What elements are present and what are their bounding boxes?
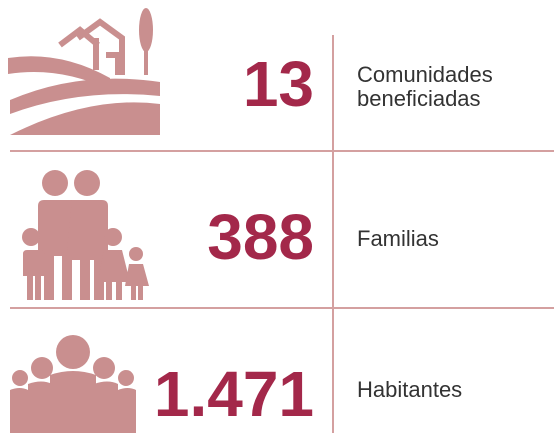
stat-label: Familias	[357, 226, 439, 251]
people-icon	[10, 335, 136, 433]
community-icon	[8, 8, 160, 135]
stat-number: 1.471	[154, 358, 314, 430]
stat-number: 388	[207, 201, 314, 273]
family-icon	[21, 170, 149, 300]
stat-label: Comunidades	[357, 62, 493, 87]
stat-label: beneficiadas	[357, 86, 481, 111]
stat-label: Habitantes	[357, 377, 462, 402]
stat-number: 13	[243, 48, 314, 120]
